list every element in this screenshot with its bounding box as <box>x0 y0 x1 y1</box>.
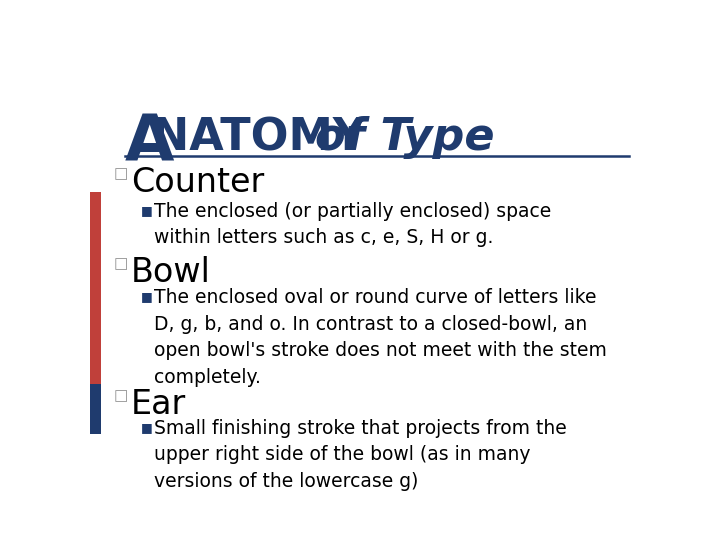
Bar <box>90 384 101 434</box>
Text: Counter: Counter <box>131 166 264 199</box>
Text: Ear: Ear <box>131 388 186 421</box>
Text: Bowl: Bowl <box>131 256 211 289</box>
Text: The enclosed (or partially enclosed) space
within letters such as c, e, S, H or : The enclosed (or partially enclosed) spa… <box>153 202 551 247</box>
Text: Small finishing stroke that projects from the
upper right side of the bowl (as i: Small finishing stroke that projects fro… <box>153 419 567 491</box>
Text: ■: ■ <box>140 421 152 434</box>
Text: The enclosed oval or round curve of letters like
D, g, b, and o. In contrast to : The enclosed oval or round curve of lett… <box>153 288 606 387</box>
Text: ■: ■ <box>140 204 152 217</box>
Text: ■: ■ <box>140 291 152 303</box>
Text: □: □ <box>113 388 127 403</box>
Text: of Type: of Type <box>315 117 494 159</box>
Text: □: □ <box>113 166 127 181</box>
Text: □: □ <box>113 256 127 271</box>
Text: A: A <box>125 112 174 174</box>
Text: NATOMY: NATOMY <box>152 117 380 159</box>
Bar <box>90 192 101 384</box>
